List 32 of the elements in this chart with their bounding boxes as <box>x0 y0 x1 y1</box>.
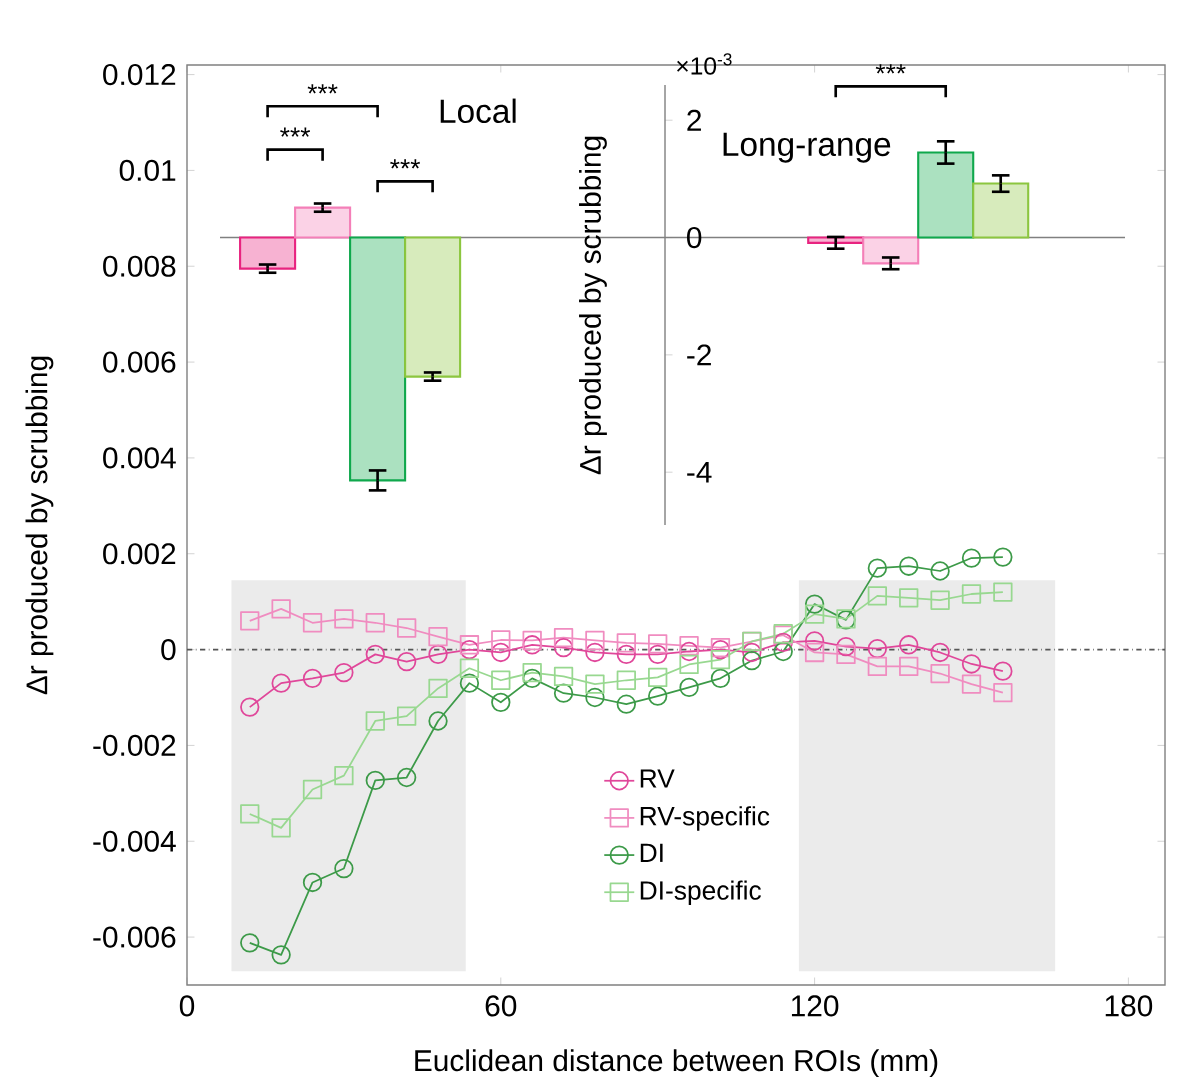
y-tick-label: -0.004 <box>93 830 176 852</box>
annotation: *** <box>307 84 338 94</box>
y-tick-label: 2 <box>687 109 701 131</box>
y-tick-label: 0.012 <box>103 64 176 86</box>
y-tick-label: 0.004 <box>103 447 176 469</box>
y-axis-title: Δr produced by scrubbing <box>25 356 54 695</box>
x-tick-label: 180 <box>1105 995 1153 1017</box>
legend-label: DI <box>640 843 663 862</box>
y-tick-label: -4 <box>687 461 712 483</box>
y-axis-title: Δr produced by scrubbing <box>579 136 607 475</box>
y-tick-label: -2 <box>687 344 711 366</box>
annotation: *** <box>390 159 421 169</box>
y-tick-label: -0.002 <box>93 734 176 756</box>
y-tick-label: 0 <box>161 639 176 661</box>
x-tick-label: 120 <box>791 995 839 1017</box>
y-tick-label: 0.002 <box>103 543 176 565</box>
y-tick-label: 0 <box>687 226 702 249</box>
y-tick-label: 0.006 <box>103 351 176 373</box>
x-tick-label: 0 <box>179 995 195 1017</box>
y-tick-label: 0.01 <box>119 159 176 181</box>
annotation: ×10$^{-3}$ <box>677 53 732 75</box>
x-tick-label: Local <box>440 98 516 124</box>
legend-label: DI-specific <box>640 880 761 905</box>
x-axis-title: Euclidean distance between ROIs (mm) <box>415 1049 938 1078</box>
y-tick-label: -0.006 <box>93 926 176 948</box>
y-tick-label: 0.008 <box>103 255 176 277</box>
x-tick-label: Long-range <box>723 132 891 163</box>
legend-label: RV <box>640 769 675 788</box>
annotation: *** <box>875 64 906 74</box>
x-tick-label: 60 <box>485 995 517 1017</box>
annotation: *** <box>280 127 311 137</box>
legend-label: RV-specific <box>640 806 770 831</box>
